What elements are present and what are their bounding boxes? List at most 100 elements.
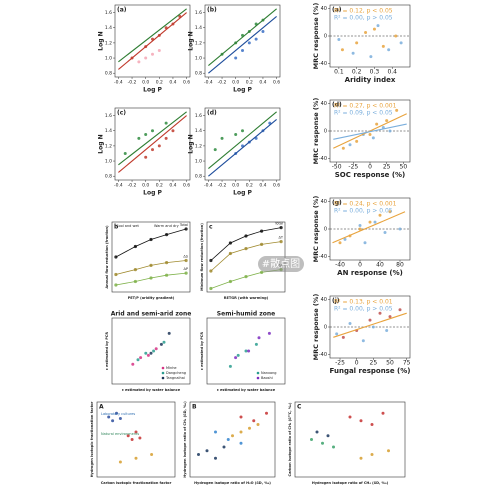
x-tick-label: 0.0 xyxy=(232,80,239,86)
panel-title: c xyxy=(209,224,213,231)
data-point xyxy=(214,456,217,460)
data-point xyxy=(398,308,402,312)
data-point xyxy=(375,122,379,126)
series-line xyxy=(332,211,406,244)
x-tick-label: -0.2 xyxy=(218,80,227,86)
data-point xyxy=(341,146,345,150)
data-point xyxy=(260,229,264,233)
data-point xyxy=(254,37,258,41)
data-point xyxy=(197,453,200,456)
y-tick-label: 1.2 xyxy=(105,143,112,149)
data-point xyxy=(385,119,389,123)
y-axis-label: MRC response (%) xyxy=(312,3,320,70)
annotation: R² = 0.12, p < 0.05 xyxy=(334,8,393,15)
x-tick-label: 0.0 xyxy=(232,183,239,189)
x-axis-label: Hydrogen isotope ratio of H₂O (δD, ‰) xyxy=(194,481,271,485)
x-axis-label: RETGR (with warming) xyxy=(224,296,269,300)
data-point xyxy=(228,241,232,245)
data-point xyxy=(138,436,142,440)
x-tick-label: 50 xyxy=(386,360,394,367)
data-point xyxy=(239,415,243,419)
x-axis-label: Aridity index xyxy=(345,76,396,84)
data-point xyxy=(355,41,359,45)
data-point xyxy=(241,48,244,52)
data-point xyxy=(355,139,359,143)
data-point xyxy=(338,241,342,245)
series-line xyxy=(208,15,277,74)
data-point xyxy=(209,286,213,291)
data-point xyxy=(236,353,240,357)
data-point xyxy=(359,419,363,423)
data-point xyxy=(234,133,238,137)
data-point xyxy=(234,356,238,360)
data-point xyxy=(358,227,362,231)
data-point xyxy=(399,41,403,45)
x-tick-label: -0.2 xyxy=(128,80,137,86)
x-axis-label: Log P xyxy=(233,190,252,197)
y-tick-label: 1.6 xyxy=(195,113,202,119)
y-tick-label: 1.2 xyxy=(105,40,112,46)
y-tick-label: 1.4 xyxy=(105,128,112,134)
panel-title: (g) xyxy=(332,200,342,207)
x-tick-label: 0.1 xyxy=(334,69,344,76)
y-axis-label: MRC response (%) xyxy=(312,196,320,263)
x-tick-label: 0.2 xyxy=(352,69,362,76)
data-point xyxy=(244,349,248,353)
data-point xyxy=(265,411,268,415)
x-axis-label: Carbon isotopic fractionation factor xyxy=(101,481,172,485)
data-point xyxy=(257,336,261,340)
data-point xyxy=(184,271,188,275)
data-point xyxy=(332,445,335,449)
y-tick-label: 1.0 xyxy=(195,159,202,165)
data-point xyxy=(363,241,367,245)
data-point xyxy=(335,332,339,336)
x-tick-label: 0.4 xyxy=(169,183,176,189)
data-point xyxy=(247,41,251,45)
data-point xyxy=(222,445,226,449)
x-tick-label: 0.2 xyxy=(156,183,163,189)
data-point xyxy=(130,438,134,441)
x-axis-label: Log P xyxy=(233,87,252,94)
data-point xyxy=(149,237,153,242)
x-tick-label: 0.3 xyxy=(370,69,380,76)
data-point xyxy=(114,255,118,259)
data-point xyxy=(133,268,137,272)
y-tick-label: 0.8 xyxy=(195,71,202,77)
data-point xyxy=(239,441,243,445)
x-tick-label: 0.0 xyxy=(142,80,149,86)
x-tick-label: -0.4 xyxy=(114,183,123,189)
data-point xyxy=(359,456,363,460)
plot-frame xyxy=(206,317,286,385)
data-point xyxy=(369,55,373,59)
data-point xyxy=(372,27,376,31)
y-axis-label: Log N xyxy=(188,134,195,153)
x-tick-label: 25 xyxy=(383,164,391,171)
x-tick-label: 0.6 xyxy=(183,80,190,86)
y-tick-label: -40 xyxy=(319,352,327,358)
data-point xyxy=(310,438,313,441)
data-point xyxy=(209,269,213,273)
data-point xyxy=(337,37,341,41)
data-point xyxy=(134,430,138,434)
plot-frame xyxy=(111,221,191,293)
data-point xyxy=(348,322,352,326)
legend-swatch xyxy=(161,376,165,380)
x-axis-label: Fungal response (%) xyxy=(330,367,411,375)
data-point xyxy=(371,325,375,329)
y-tick-label: 1.4 xyxy=(105,25,112,31)
data-point xyxy=(351,51,355,55)
x-axis-label: ε estimated by water balance xyxy=(217,388,276,392)
x-axis-label: ε estimated by water balance xyxy=(122,388,181,392)
legend-label: Dangcheng xyxy=(166,371,186,375)
series-line xyxy=(208,8,277,67)
panel-title: (d) xyxy=(332,102,342,109)
x-tick-label: 40 xyxy=(376,262,384,269)
data-point xyxy=(248,426,251,430)
x-tick-label: -25 xyxy=(348,164,358,171)
data-point xyxy=(134,456,138,460)
x-tick-label: 75 xyxy=(403,360,411,367)
data-point xyxy=(279,226,283,230)
data-point xyxy=(343,237,347,241)
data-point xyxy=(378,311,382,315)
